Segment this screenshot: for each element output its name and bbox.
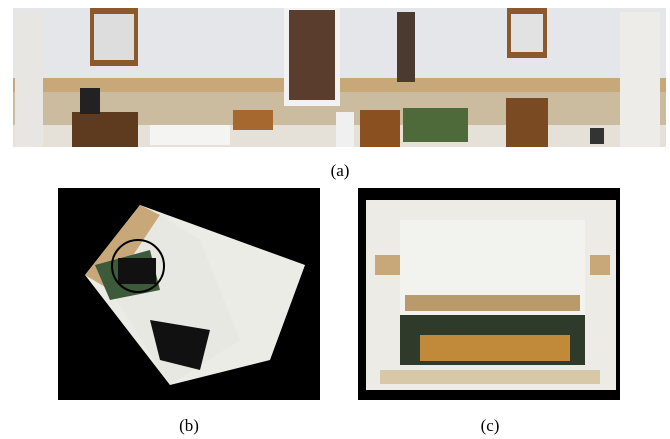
caption: (a) — [331, 161, 350, 180]
point-cloud-image — [58, 188, 320, 400]
caption: (b) — [179, 416, 199, 435]
page: {"figure": {"panels": [{"caption": "(a)"… — [0, 0, 670, 439]
panorama-image — [13, 8, 666, 147]
figure: (a) (b) (c) — [0, 0, 670, 439]
caption: (c) — [481, 416, 500, 435]
point-cloud-image — [358, 188, 620, 400]
